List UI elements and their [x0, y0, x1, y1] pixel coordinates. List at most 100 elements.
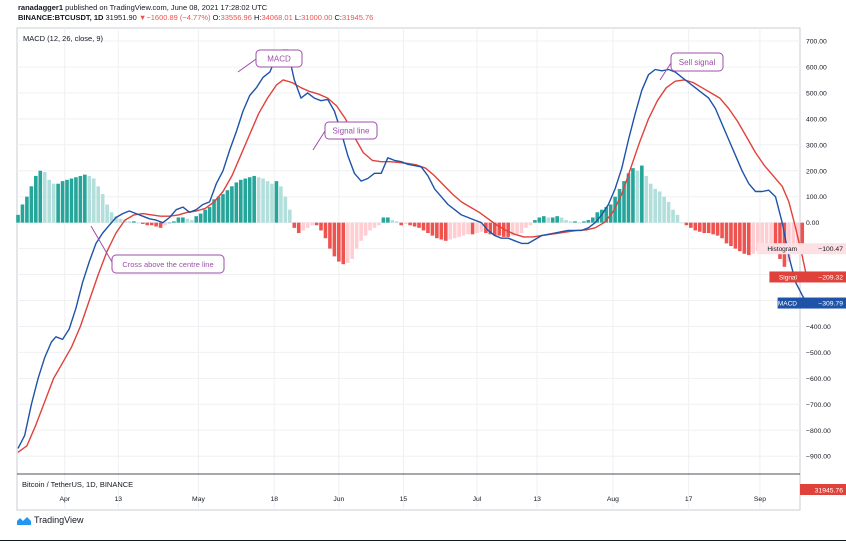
- histogram-bar: [216, 196, 221, 223]
- histogram-bar: [671, 209, 675, 223]
- histogram-bar: [599, 209, 604, 223]
- brand-name: TradingView: [34, 515, 84, 525]
- histogram-bar: [519, 222, 524, 234]
- price-change: −1600.89 (−4.77%): [146, 13, 211, 22]
- low-value: 31000.00: [301, 13, 333, 22]
- histogram-bar: [510, 222, 515, 236]
- signal-label: Signal: [779, 274, 798, 281]
- x-tick-label: Jun: [333, 496, 344, 503]
- histogram-bar: [542, 216, 546, 223]
- histogram-bar: [684, 222, 689, 226]
- macd-value-badge: [800, 297, 846, 309]
- close-label: C:: [334, 13, 343, 22]
- histogram-bar: [292, 222, 297, 228]
- histogram-bar: [466, 222, 470, 235]
- histogram-bar: [800, 222, 805, 249]
- annotation-cross-label: Cross above the centre line: [122, 260, 213, 269]
- histogram-bar: [87, 175, 92, 223]
- histogram-bar: [51, 183, 56, 223]
- y-tick-label: −600.00: [806, 376, 831, 383]
- annotation-sell-signal: Sell signal: [659, 52, 724, 81]
- histogram-bar: [764, 222, 769, 247]
- histogram-bar: [778, 222, 782, 259]
- histogram-bar: [506, 222, 510, 237]
- histogram-bar: [697, 222, 702, 232]
- histogram-bar: [247, 177, 252, 223]
- histogram-bar: [105, 204, 109, 223]
- signal-value-badge: [800, 271, 846, 283]
- histogram-bar: [657, 191, 662, 223]
- histogram-bar: [69, 178, 74, 223]
- histogram-bar: [604, 207, 608, 223]
- histogram-bar: [720, 222, 724, 239]
- high-value: 34068.01: [261, 13, 293, 22]
- publish-info: ranadagger1 published on TradingView.com…: [18, 3, 267, 13]
- histogram-bar: [252, 175, 256, 223]
- histogram-bar: [47, 179, 51, 223]
- histogram-bar: [733, 222, 738, 249]
- histogram-bar: [497, 222, 502, 236]
- histogram-bar: [60, 181, 65, 223]
- histogram-bar: [323, 222, 328, 239]
- histogram-value: −100.47: [818, 246, 843, 253]
- histogram-bar: [296, 222, 301, 234]
- y-tick-label: −800.00: [806, 428, 831, 435]
- histogram-bar: [185, 218, 190, 223]
- histogram-bar: [149, 222, 154, 226]
- histogram-bar: [461, 222, 466, 236]
- histogram-bar: [515, 222, 519, 235]
- histogram-bar: [279, 186, 283, 223]
- histogram-bar: [25, 196, 29, 223]
- x-tick-label: Jul: [473, 496, 482, 503]
- annotation-signal-label: Signal line: [333, 127, 370, 136]
- histogram-bar: [368, 222, 372, 231]
- publisher-name: ranadagger1: [18, 3, 64, 12]
- y-tick-label: 300.00: [806, 142, 827, 149]
- histogram-bar: [711, 222, 715, 235]
- histogram-bar: [680, 222, 684, 224]
- y-tick-label: −400.00: [806, 324, 831, 331]
- histogram-bar: [345, 222, 350, 263]
- histogram-bar: [408, 222, 412, 226]
- histogram-bar: [337, 222, 341, 262]
- down-arrow-icon: ▼: [138, 13, 147, 22]
- histogram-bar: [626, 173, 631, 223]
- histogram-value-badge: [800, 243, 846, 255]
- histogram-bar: [773, 222, 778, 249]
- histogram-bar: [492, 222, 497, 236]
- histogram-bar: [172, 221, 176, 223]
- annotation-signal-line: Signal line: [312, 121, 378, 151]
- histogram-bar: [34, 175, 38, 223]
- histogram-bar: [533, 220, 537, 223]
- y-tick-label: 100.00: [806, 194, 827, 201]
- histogram-bar: [381, 217, 386, 223]
- histogram-bar: [305, 222, 310, 228]
- histogram-bar: [399, 222, 404, 226]
- histogram-bar: [608, 204, 613, 223]
- histogram-bar: [564, 220, 568, 223]
- histogram-bar: [738, 222, 742, 252]
- histogram-bar: [452, 222, 457, 239]
- histogram-bar: [65, 179, 69, 223]
- histogram-bar: [568, 221, 573, 223]
- histogram-bar: [631, 168, 635, 223]
- histogram-bar: [591, 217, 595, 223]
- histogram-bar: [78, 175, 83, 223]
- y-tick-label: −900.00: [806, 454, 831, 461]
- histogram-bar: [550, 217, 555, 223]
- histogram-bar: [746, 222, 751, 256]
- histogram-bar: [42, 172, 47, 223]
- histogram-bar: [212, 199, 216, 223]
- histogram-bar: [528, 222, 533, 226]
- y-axis: 700.00 600.00 500.00 400.00 300.00 200.00 100.…: [757, 39, 846, 495]
- open-label: O:: [212, 13, 221, 22]
- histogram-bar: [123, 220, 127, 223]
- histogram-bar: [283, 196, 288, 223]
- histogram-bar: [207, 207, 212, 223]
- macd-line: [17, 49, 808, 449]
- histogram-bar: [653, 188, 658, 223]
- symbol-name: BINANCE:BTCUSDT, 1D: [18, 13, 104, 22]
- histogram-bar: [787, 222, 791, 262]
- histogram-bar: [702, 222, 707, 234]
